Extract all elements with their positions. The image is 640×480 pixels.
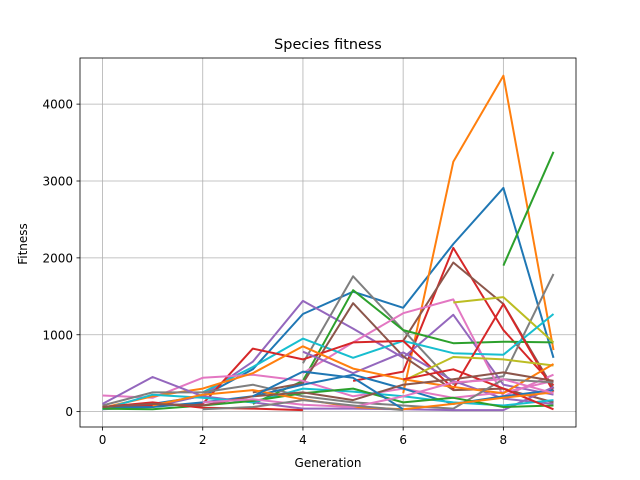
series-line-27	[202, 378, 554, 408]
x-tick-label: 2	[199, 433, 207, 447]
series-line-6	[302, 273, 555, 385]
x-axis-label: Generation	[295, 456, 362, 470]
series-line-25	[102, 371, 554, 408]
series-line-28	[202, 399, 404, 412]
y-tick-label: 3000	[42, 175, 73, 189]
series-line-11	[202, 313, 555, 394]
series-line-15	[402, 356, 554, 382]
series-line-20	[102, 376, 554, 412]
series-line-22	[102, 387, 554, 411]
x-tick-label: 0	[99, 433, 107, 447]
y-tick-label: 2000	[42, 251, 73, 265]
x-tick-label: 6	[399, 433, 407, 447]
series-lines	[102, 74, 555, 412]
series-line-18	[102, 378, 554, 410]
x-tick-label: 8	[500, 433, 508, 447]
x-tick-label: 4	[299, 433, 307, 447]
gridlines	[80, 58, 576, 427]
chart-title: Species fitness	[274, 37, 382, 53]
y-tick-label: 0	[65, 405, 73, 419]
series-line-2	[402, 74, 555, 394]
axes: 0 2 4 6 8 0 1000 2000 3000 4000	[42, 57, 577, 447]
series-line-26	[252, 370, 404, 411]
plot-frame	[79, 57, 577, 428]
y-axis-label: Fitness	[16, 223, 30, 265]
y-tick-label: 1000	[42, 328, 73, 342]
series-line-14	[302, 350, 554, 405]
series-line-3	[502, 151, 555, 267]
y-tick-label: 4000	[42, 98, 73, 112]
series-line-4	[352, 246, 555, 387]
